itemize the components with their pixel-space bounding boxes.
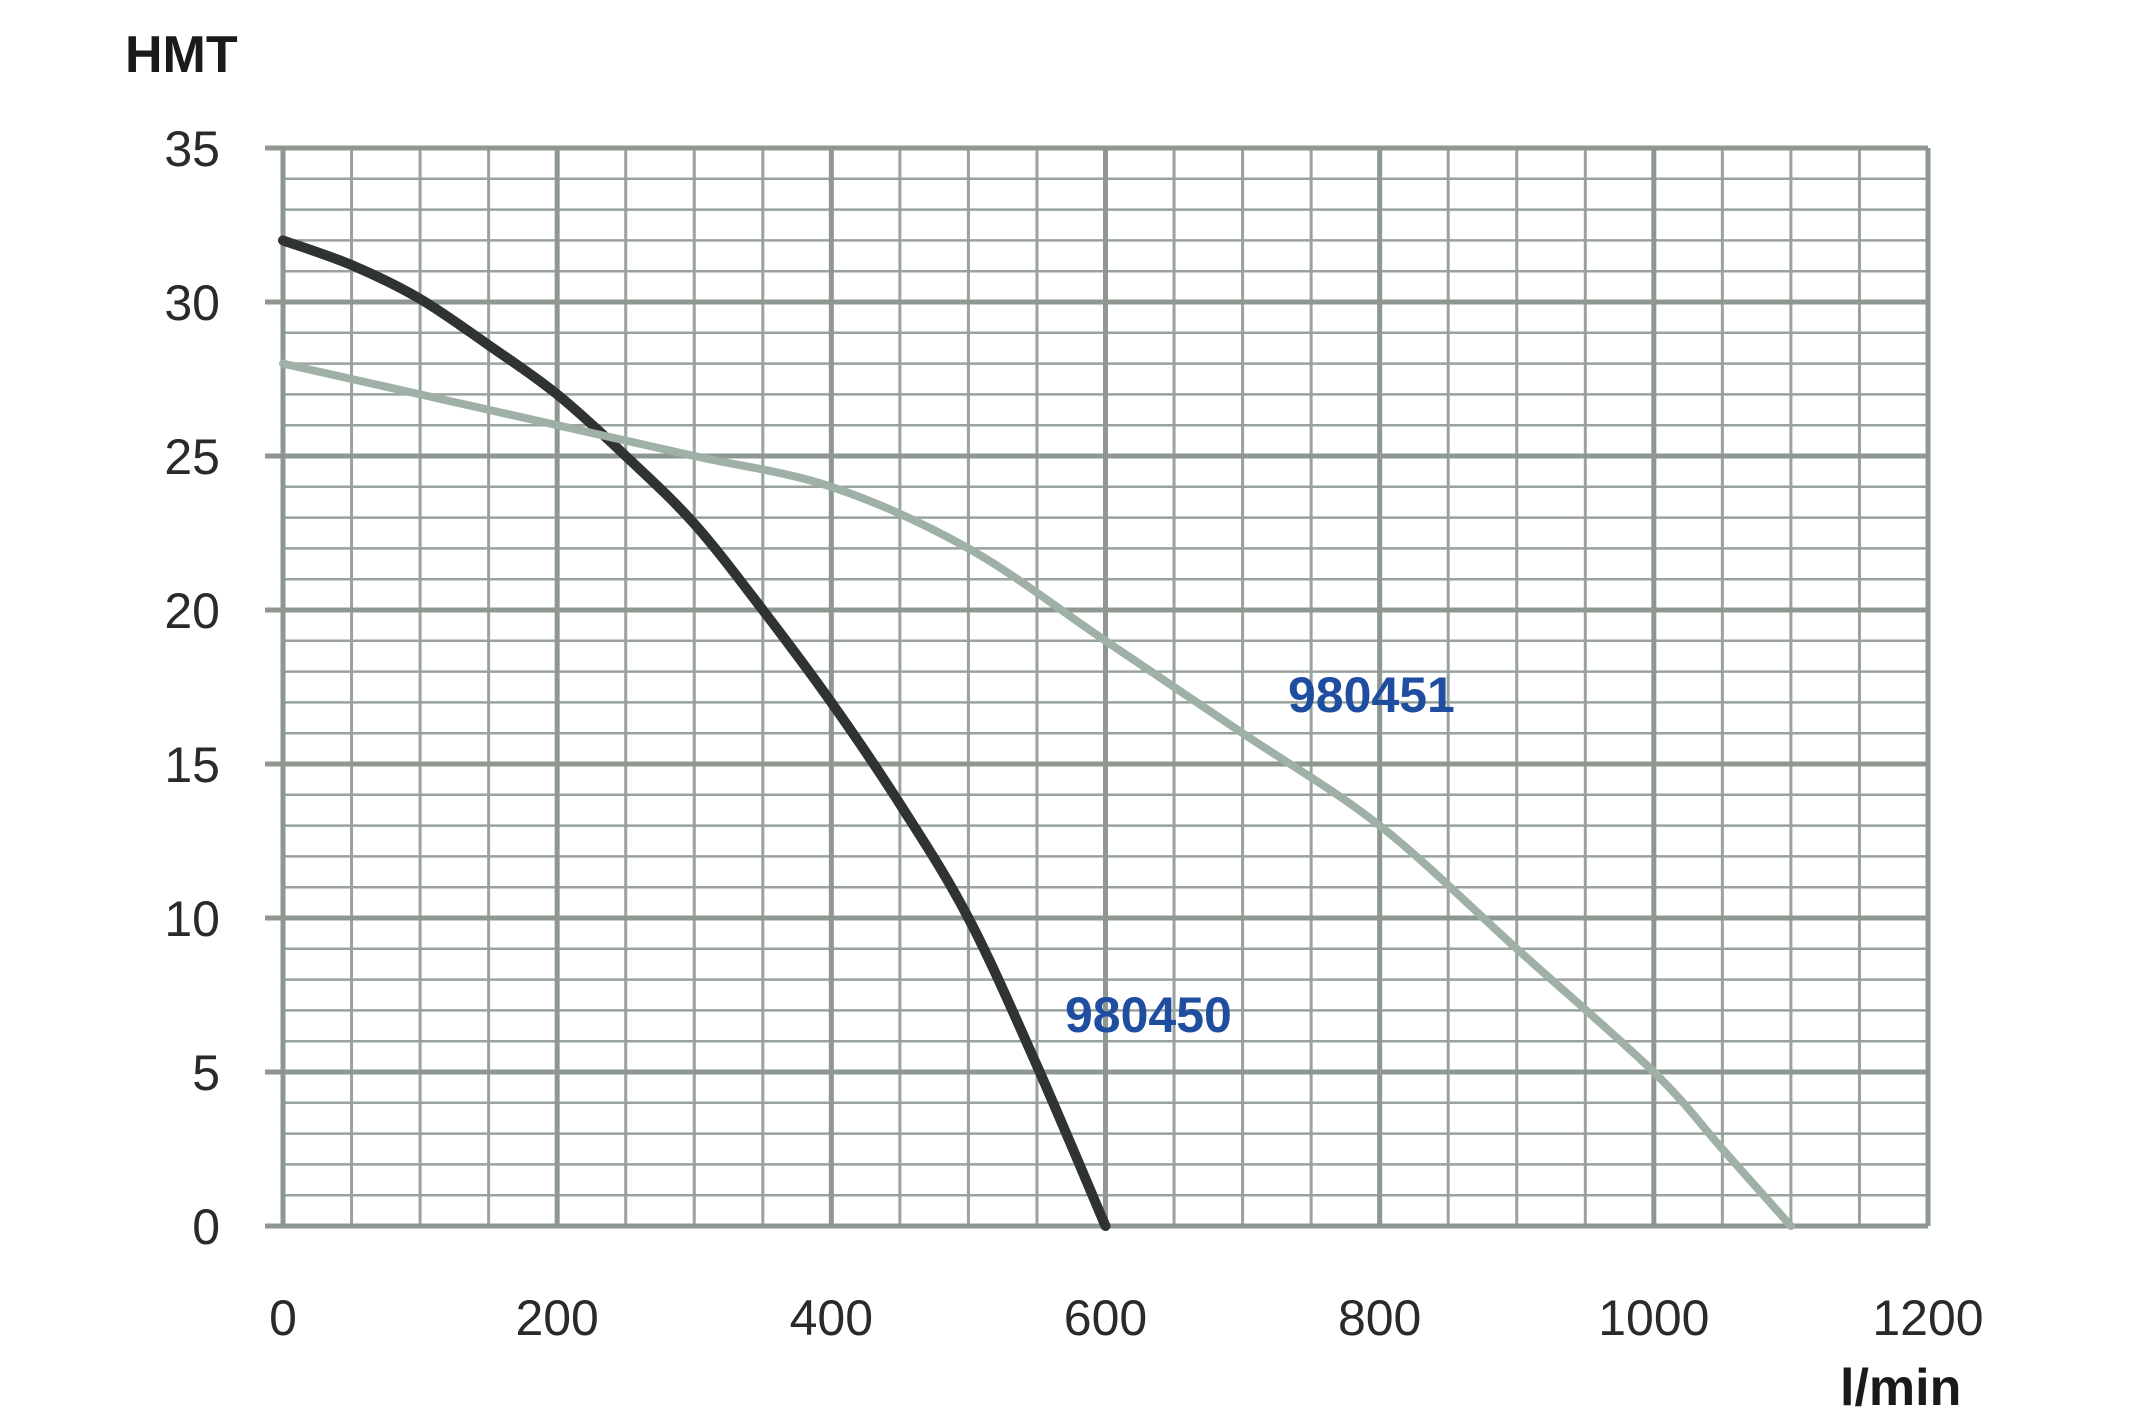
y-tick-label: 20 (164, 583, 220, 639)
y-tick-label: 30 (164, 275, 220, 331)
series-line-980450 (278, 235, 1111, 1231)
x-tick-label: 400 (790, 1290, 873, 1346)
series-label-980451: 980451 (1288, 667, 1455, 723)
x-tick-label: 200 (515, 1290, 598, 1346)
y-tick-label: 5 (192, 1045, 220, 1101)
y-tick-label: 15 (164, 737, 220, 793)
x-tick-label: 600 (1064, 1290, 1147, 1346)
series-label-980450: 980450 (1065, 987, 1232, 1043)
x-tick-label: 1200 (1872, 1290, 1983, 1346)
x-tick-label: 1000 (1598, 1290, 1709, 1346)
major-gridlines (265, 145, 1931, 1229)
series-line-980451 (279, 359, 1795, 1230)
series-lines (278, 235, 1795, 1231)
y-tick-label: 0 (192, 1199, 220, 1255)
y-tick-label: 10 (164, 891, 220, 947)
x-axis-title: l/min (1840, 1359, 1961, 1413)
x-tick-label: 0 (269, 1290, 297, 1346)
y-tick-label: 25 (164, 429, 220, 485)
y-tick-labels: 0 5 10 15 20 25 30 35 (164, 121, 220, 1255)
y-axis-title: HMT (125, 26, 238, 84)
x-tick-label: 800 (1338, 1290, 1421, 1346)
y-tick-label: 35 (164, 121, 220, 177)
x-tick-labels: 0 200 400 600 800 1000 1200 (269, 1290, 1984, 1346)
